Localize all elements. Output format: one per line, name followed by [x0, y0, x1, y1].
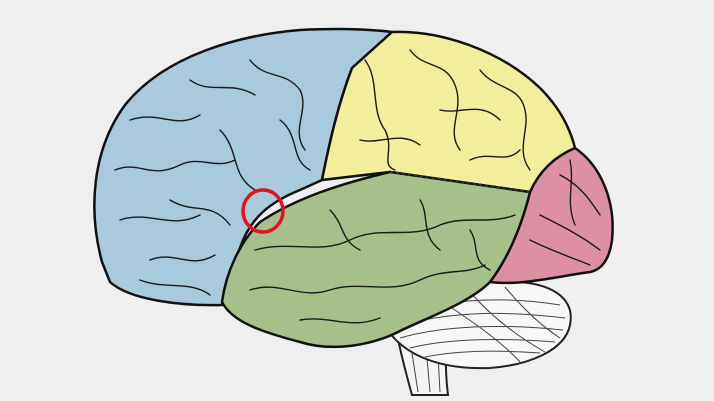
highlight-circle: [241, 188, 285, 234]
parietal-sulci: [359, 49, 531, 171]
occipital-lobe: [488, 146, 614, 285]
temporal-sulci: [249, 199, 516, 324]
occipital-sulci: [529, 159, 601, 266]
cerebellum-folia: [391, 286, 566, 363]
temporal-lobe: [220, 170, 532, 349]
frontal-sulci: [114, 59, 311, 296]
